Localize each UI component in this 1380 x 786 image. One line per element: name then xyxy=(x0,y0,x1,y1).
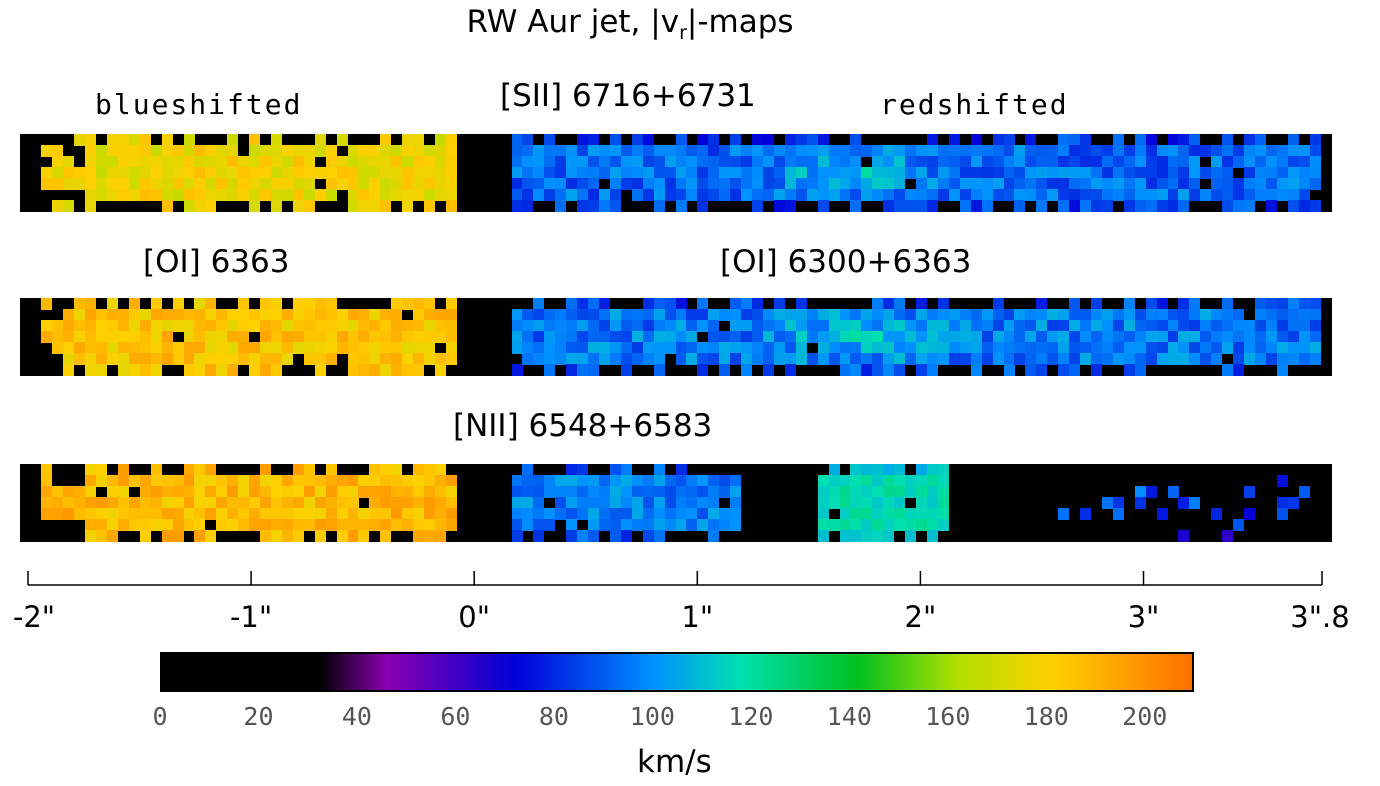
oi-red-map-label: [OI] 6300+6363 xyxy=(720,244,972,280)
axis-tick-label: 3" xyxy=(1128,600,1160,634)
oi-velocity-map xyxy=(20,298,1332,376)
colorbar-unit-label: km/s xyxy=(637,744,712,780)
axis-tick-label: 2" xyxy=(905,600,937,634)
axis-tick-label: 3".8 xyxy=(1290,600,1349,634)
nii-velocity-map xyxy=(20,464,1332,542)
colorbar-tick-label: 40 xyxy=(341,702,372,731)
colorbar-tick-label: 120 xyxy=(728,702,774,731)
blueshifted-label: blueshifted xyxy=(95,88,303,121)
colorbar-tick-label: 60 xyxy=(440,702,471,731)
colorbar-tick-label: 100 xyxy=(629,702,675,731)
oi-blue-map-label: [OI] 6363 xyxy=(143,244,290,280)
colorbar-tick-label: 140 xyxy=(826,702,872,731)
axis-tick-label: -2" xyxy=(13,600,55,634)
colorbar-tick-label: 20 xyxy=(243,702,274,731)
sii-velocity-map xyxy=(20,134,1332,212)
axis-tick-label: -1" xyxy=(230,600,272,634)
colorbar-tick-label: 160 xyxy=(925,702,971,731)
colorbar-tick-label: 180 xyxy=(1023,702,1069,731)
axis-tick-label: 0" xyxy=(458,600,490,634)
velocity-colorbar xyxy=(160,652,1194,692)
axis-tick-label: 1" xyxy=(681,600,713,634)
colorbar-tick-label: 200 xyxy=(1122,702,1168,731)
colorbar-tick-label: 0 xyxy=(152,702,168,731)
chart-title: RW Aur jet, |vr|-maps xyxy=(466,4,794,44)
redshifted-label: redshifted xyxy=(880,88,1069,121)
colorbar-tick-label: 80 xyxy=(538,702,569,731)
sii-map-label: [SII] 6716+6731 xyxy=(500,78,756,114)
nii-map-label: [NII] 6548+6583 xyxy=(453,408,713,444)
